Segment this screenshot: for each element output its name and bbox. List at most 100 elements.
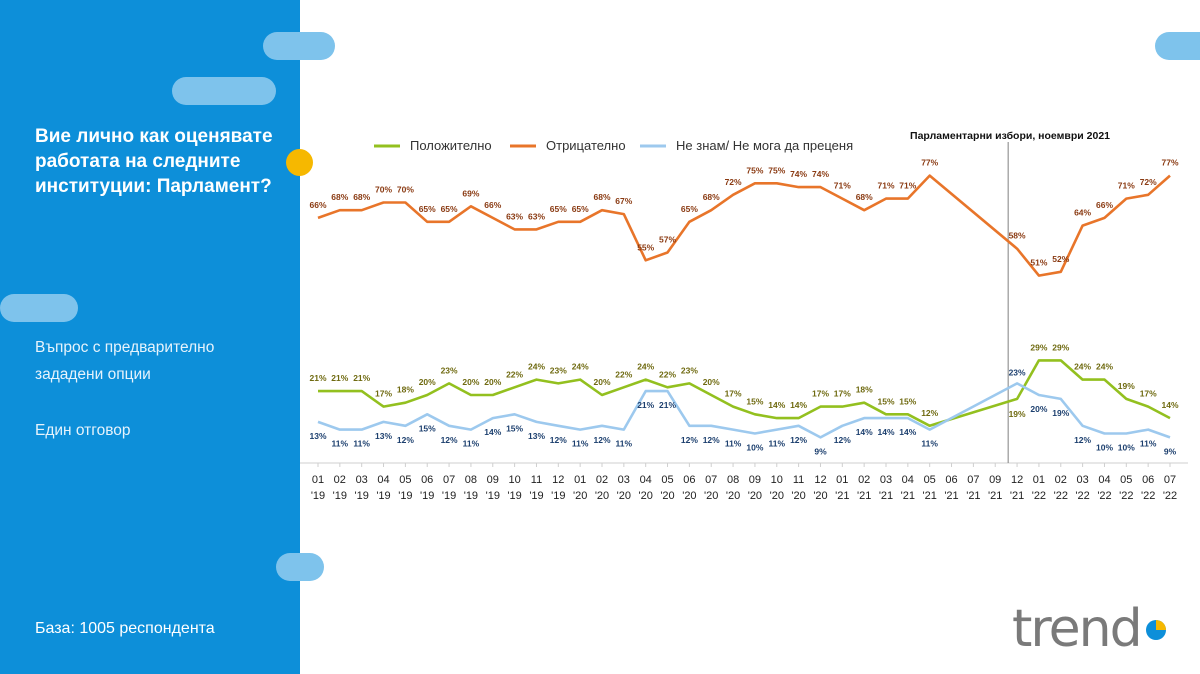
data-label: 17%	[725, 389, 742, 399]
data-label: 23%	[441, 365, 458, 375]
data-label: 15%	[419, 423, 436, 433]
data-label: 68%	[353, 192, 370, 202]
data-label: 69%	[462, 188, 479, 198]
x-tick-year: '20	[748, 490, 762, 502]
data-label: 63%	[506, 211, 523, 221]
x-tick-month: 09	[487, 474, 499, 486]
x-tick-year: '20	[704, 490, 718, 502]
series-lines	[317, 174, 1171, 439]
data-label: 65%	[419, 204, 436, 214]
x-tick-year: '20	[770, 490, 784, 502]
x-tick-month: 09	[749, 474, 761, 486]
decor-pill	[172, 77, 276, 105]
x-tick-year: '19	[376, 490, 390, 502]
data-label: 68%	[593, 192, 610, 202]
x-tick-month: 12	[1011, 474, 1023, 486]
data-label: 70%	[397, 185, 414, 195]
data-label: 21%	[659, 400, 676, 410]
data-label: 23%	[1009, 367, 1026, 377]
data-label: 63%	[528, 211, 545, 221]
data-label: 22%	[615, 369, 632, 379]
data-label: 15%	[899, 396, 916, 406]
data-label: 18%	[856, 385, 873, 395]
data-label: 11%	[769, 439, 786, 449]
x-tick-month: 07	[1164, 474, 1176, 486]
data-label: 29%	[1030, 342, 1047, 352]
legend-label: Не знам/ Не мога да преценя	[676, 138, 853, 153]
question-note-options: Въпрос с предварително зададени опции	[35, 339, 215, 383]
data-label: 51%	[1030, 258, 1047, 268]
decor-pill	[263, 32, 335, 60]
data-label: 12%	[703, 435, 720, 445]
data-label: 10%	[1118, 443, 1135, 453]
data-label: 65%	[550, 204, 567, 214]
data-label: 77%	[1161, 158, 1178, 168]
data-label: 12%	[1074, 435, 1091, 445]
data-label: 12%	[441, 435, 458, 445]
data-label: 17%	[834, 389, 851, 399]
data-label: 21%	[353, 373, 370, 383]
x-tick-month: 03	[880, 474, 892, 486]
x-tick-month: 07	[443, 474, 455, 486]
data-labels: 21% 21% 21% 17% 18% 20% 23% 20% 20% 22% 24% 23% 24% 2…	[309, 158, 1178, 457]
data-label: 13%	[309, 431, 326, 441]
x-tick-year: '19	[464, 490, 478, 502]
x-tick-year: '19	[311, 490, 325, 502]
data-label: 74%	[790, 169, 807, 179]
x-tick-month: 07	[967, 474, 979, 486]
x-tick-month: 06	[945, 474, 957, 486]
legend-item-2: Не знам/ Не мога да преценя	[640, 138, 853, 153]
x-tick-year: '19	[398, 490, 412, 502]
data-label: 72%	[1140, 177, 1157, 187]
x-tick-year: '19	[333, 490, 347, 502]
x-tick-year: '22	[1075, 490, 1089, 502]
data-label: 23%	[681, 365, 698, 375]
x-tick-month: 04	[1098, 474, 1110, 486]
data-label: 20%	[462, 377, 479, 387]
x-tick-labels: 01 '19 02 '19 03 '19 04 '19 05 '19 06 '19 07 '19 08 '19…	[311, 463, 1177, 502]
x-tick-year: '20	[617, 490, 631, 502]
x-tick-year: '21	[944, 490, 958, 502]
data-label: 14%	[768, 400, 785, 410]
data-label: 19%	[1009, 409, 1026, 419]
x-tick-year: '20	[813, 490, 827, 502]
data-label: 24%	[1096, 362, 1113, 372]
data-label: 57%	[659, 235, 676, 245]
data-label: 52%	[1052, 254, 1069, 264]
x-tick-year: '22	[1141, 490, 1155, 502]
data-label: 64%	[1074, 208, 1091, 218]
x-tick-year: '19	[486, 490, 500, 502]
data-label: 65%	[681, 204, 698, 214]
data-label: 22%	[659, 369, 676, 379]
x-tick-year: '20	[682, 490, 696, 502]
data-label: 20%	[703, 377, 720, 387]
data-label: 12%	[593, 435, 610, 445]
data-label: 12%	[921, 408, 938, 418]
data-label: 72%	[725, 177, 742, 187]
data-label: 14%	[856, 427, 873, 437]
x-tick-year: '20	[791, 490, 805, 502]
x-tick-month: 05	[661, 474, 673, 486]
data-label: 9%	[1164, 446, 1177, 456]
x-tick-year: '21	[966, 490, 980, 502]
data-label: 24%	[1074, 362, 1091, 372]
line-chart: Положително Отрицателно Не знам/ Не мога д…	[300, 130, 1188, 502]
x-tick-month: 04	[640, 474, 652, 486]
data-label: 70%	[375, 185, 392, 195]
data-label: 14%	[899, 427, 916, 437]
x-tick-month: 12	[814, 474, 826, 486]
data-label: 11%	[1140, 439, 1157, 449]
x-tick-month: 02	[334, 474, 346, 486]
election-annotation: Парламентарни избори, ноември 2021	[910, 130, 1110, 463]
x-tick-year: '21	[857, 490, 871, 502]
data-label: 9%	[814, 446, 827, 456]
x-tick-month: 02	[1055, 474, 1067, 486]
data-label: 15%	[746, 396, 763, 406]
sample-base: База: 1005 респондента	[35, 620, 215, 637]
data-label: 20%	[1030, 404, 1047, 414]
data-label: 77%	[921, 158, 938, 168]
data-label: 11%	[725, 439, 742, 449]
x-tick-month: 01	[574, 474, 586, 486]
accent-dot	[286, 149, 313, 176]
x-tick-year: '19	[529, 490, 543, 502]
